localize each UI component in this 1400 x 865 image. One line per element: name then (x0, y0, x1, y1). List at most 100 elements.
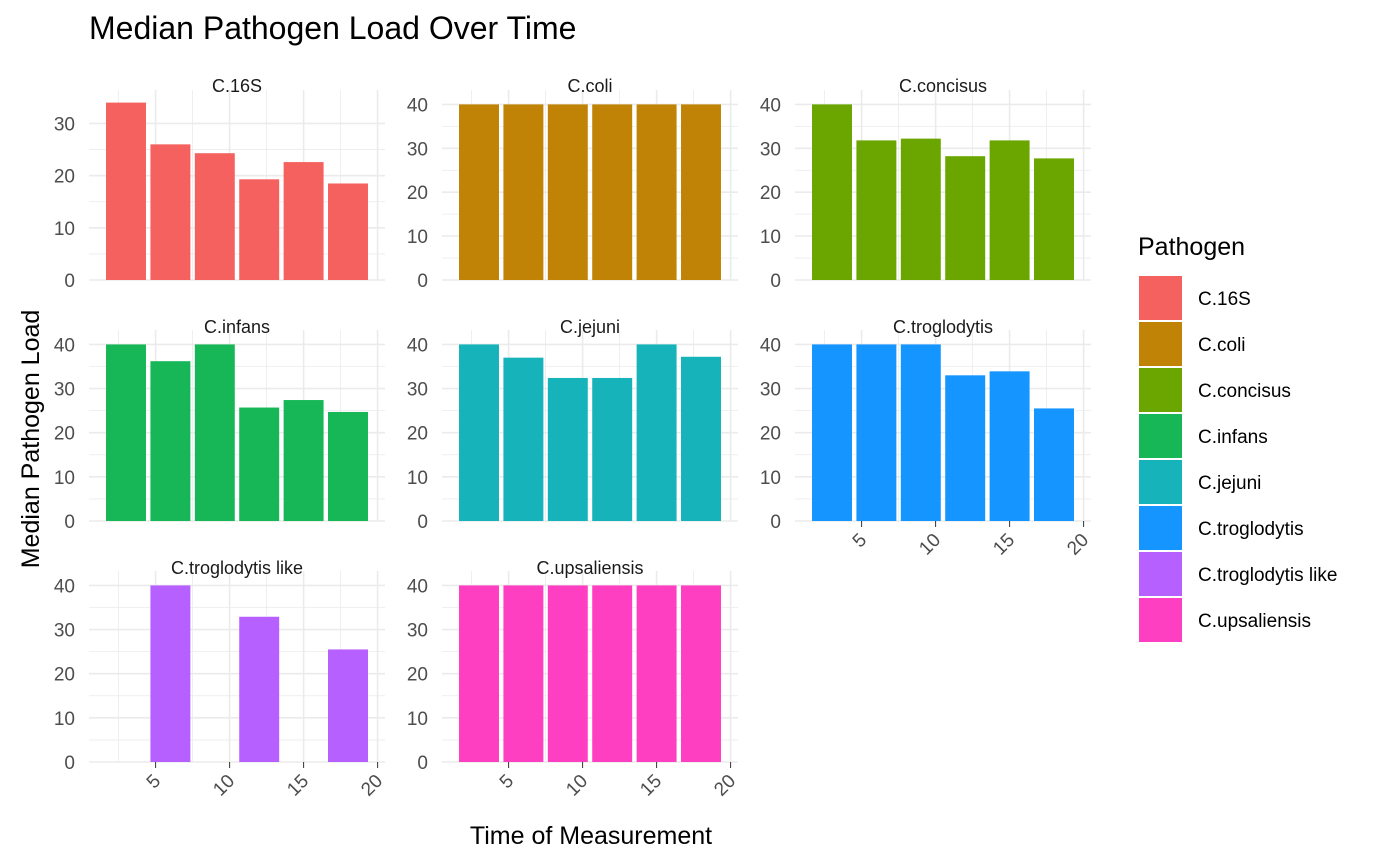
x-tick-label: 15 (989, 530, 1019, 560)
bar (459, 344, 499, 521)
bar (812, 344, 852, 521)
bar (636, 104, 677, 280)
bars (812, 344, 1074, 521)
bar (547, 104, 588, 280)
panel-c-infans: C.infans 0 10 20 30 40 (54, 317, 385, 533)
y-tick-label: 40 (407, 576, 428, 597)
x-tick-label: 20 (357, 771, 387, 801)
bar (503, 104, 544, 280)
y-tick-label: 40 (760, 95, 781, 116)
y-tick-label: 10 (760, 468, 781, 489)
bars (106, 102, 368, 280)
y-tick-label: 10 (760, 227, 781, 248)
bar (239, 407, 280, 521)
legend-item: C.coli (1139, 322, 1246, 366)
x-tick-label: 20 (710, 771, 740, 801)
y-tick-label: 30 (54, 380, 75, 401)
y-tick-label: 0 (417, 753, 428, 774)
bars (459, 104, 721, 280)
y-tick-label: 20 (54, 424, 75, 445)
x-tick-label: 10 (209, 771, 239, 801)
facet-strip-label: C.troglodytis like (171, 558, 303, 578)
facet-strip-label: C.16S (212, 76, 262, 96)
y-tick-label: 40 (760, 335, 781, 356)
bar (547, 377, 588, 521)
y-axis-title: Median Pathogen Load (17, 310, 45, 569)
y-tick-label: 20 (760, 424, 781, 445)
bar (328, 649, 368, 762)
bar (681, 356, 721, 521)
bar (503, 585, 544, 762)
y-tick-label: 0 (64, 753, 75, 774)
y-tick-label: 10 (407, 227, 428, 248)
y-tick-label: 10 (407, 709, 428, 730)
x-tick-label: 10 (915, 530, 945, 560)
legend-label: C.concisus (1198, 381, 1291, 402)
y-tick-label: 30 (407, 139, 428, 160)
bar (989, 371, 1030, 521)
chart-title: Median Pathogen Load Over Time (89, 10, 576, 46)
bar (1034, 408, 1074, 521)
panel-c-troglodytis-like: C.troglodytis like 0 10 20 30 40 5 10 15 20 (54, 558, 387, 800)
facet-panels: C.16S 0 10 20 30 C.coli 0 10 20 30 40 C.concisus 0 10… (54, 76, 1093, 800)
bar (900, 138, 941, 280)
legend-label: C.upsaliensis (1198, 611, 1311, 632)
facet-strip-label: C.upsaliensis (536, 558, 643, 578)
bar (592, 104, 633, 280)
y-tick-label: 30 (760, 380, 781, 401)
bar (856, 140, 897, 280)
y-tick-label: 30 (760, 139, 781, 160)
bar (283, 400, 324, 521)
bar (503, 357, 544, 521)
y-tick-label: 40 (54, 576, 75, 597)
legend-swatch (1139, 460, 1182, 504)
legend-label: C.troglodytis (1198, 519, 1304, 540)
bar (812, 104, 852, 280)
legend-swatch (1139, 506, 1182, 550)
bar (636, 344, 677, 521)
panel-c-concisus: C.concisus 0 10 20 30 40 (760, 76, 1091, 292)
x-tick-label: 5 (143, 771, 165, 793)
facet-strip-label: C.jejuni (560, 317, 620, 337)
panel-c-16s: C.16S 0 10 20 30 (54, 76, 385, 292)
panel-c-coli: C.coli 0 10 20 30 40 (407, 76, 738, 292)
bar (592, 585, 633, 762)
x-tick-label: 20 (1063, 530, 1093, 560)
bar (328, 411, 368, 521)
legend-label: C.16S (1198, 289, 1251, 310)
y-tick-label: 30 (54, 621, 75, 642)
legend-item: C.troglodytis (1139, 506, 1304, 550)
y-tick-label: 30 (54, 114, 75, 135)
facet-strip-label: C.concisus (899, 76, 987, 96)
bars (459, 344, 721, 521)
bar (681, 585, 721, 762)
legend-item: C.upsaliensis (1139, 598, 1311, 642)
legend-swatch (1139, 276, 1182, 320)
bar (547, 585, 588, 762)
y-tick-label: 10 (407, 468, 428, 489)
bars (459, 585, 721, 762)
y-tick-label: 0 (417, 271, 428, 292)
y-tick-label: 0 (64, 271, 75, 292)
panel-c-upsaliensis: C.upsaliensis 0 10 20 30 40 5 10 15 20 (407, 558, 740, 800)
legend-label: C.troglodytis like (1198, 565, 1337, 586)
y-tick-label: 20 (54, 665, 75, 686)
y-tick-label: 20 (760, 183, 781, 204)
legend-title: Pathogen (1138, 233, 1245, 261)
bar (900, 344, 941, 521)
bar (150, 585, 191, 762)
bar (636, 585, 677, 762)
legend-label: C.infans (1198, 427, 1268, 448)
y-tick-label: 0 (770, 271, 781, 292)
legend-swatch (1139, 322, 1182, 366)
x-tick-label: 10 (562, 771, 592, 801)
legend-item: C.jejuni (1139, 460, 1261, 504)
x-tick-label: 15 (636, 771, 666, 801)
bar (239, 616, 280, 762)
bars (812, 104, 1074, 280)
legend-item: C.troglodytis like (1139, 552, 1337, 596)
y-tick-label: 40 (54, 335, 75, 356)
legend-swatch (1139, 414, 1182, 458)
legend-item: C.concisus (1139, 368, 1291, 412)
